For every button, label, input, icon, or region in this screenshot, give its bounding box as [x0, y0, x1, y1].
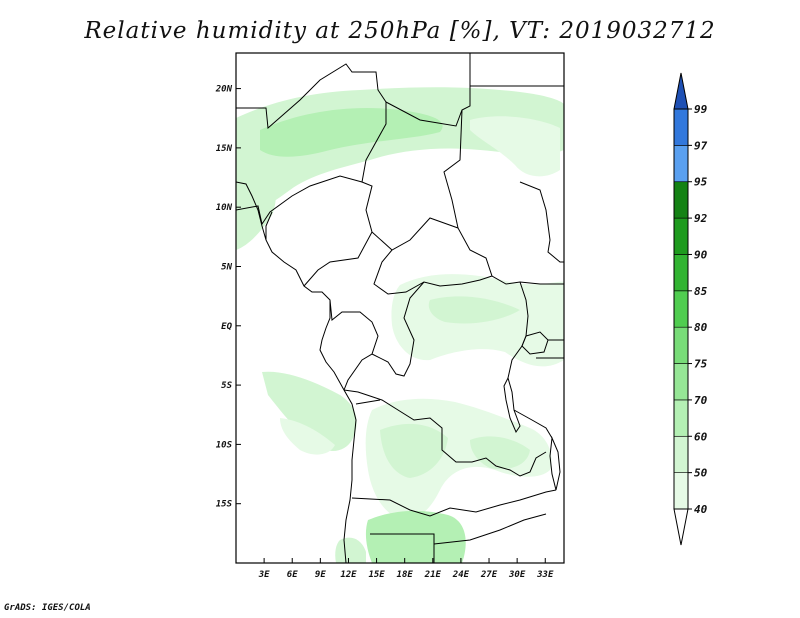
humidity-area-central-core [428, 296, 520, 324]
colorbar-bin [673, 472, 689, 510]
colorbar-bin [673, 326, 689, 364]
colorbar-level-label: 99 [694, 103, 708, 116]
colorbar-outline [673, 108, 689, 510]
colorbar-bin [673, 108, 689, 146]
lat-tick-label: 5S [221, 381, 232, 391]
colorbar-level-label: 85 [694, 285, 708, 298]
colorbar-bin [673, 363, 689, 401]
colorbar-bin-lowest [673, 508, 689, 546]
humidity-area-southeast [470, 436, 530, 470]
border-east-horn [519, 181, 564, 263]
colorbar-level-label: 60 [694, 430, 708, 443]
colorbar-level-label: 97 [694, 139, 708, 152]
grads-credit: GrADS: IGES/COLA [4, 603, 91, 613]
humidity-area-far-south [365, 510, 466, 563]
colorbar-level-label: 75 [694, 358, 708, 371]
border-central-3 [373, 249, 493, 295]
colorbar-level-label: 90 [694, 248, 708, 261]
humidity-area-south-tail [335, 537, 366, 563]
lat-tick-label: 10N [216, 203, 233, 213]
coastline-west-africa [236, 181, 357, 563]
lon-tick-label: 6E [287, 570, 298, 580]
colorbar-bin-highest [673, 72, 689, 110]
lon-tick-label: 9E [315, 570, 326, 580]
colorbar-level-label: 70 [694, 394, 708, 407]
colorbar-level-label: 80 [694, 321, 708, 334]
lon-tick-label: 3E [258, 570, 270, 580]
border-central-1 [371, 217, 459, 251]
lon-tick-label: 24E [452, 570, 470, 580]
border-east-1 [507, 281, 529, 379]
border-north-1 [236, 63, 387, 233]
lon-tick-label: 12E [340, 570, 357, 580]
colorbar-level-label: 50 [694, 467, 708, 480]
colorbar: 40 50 60 70 75 80 85 90 92 95 97 99 [673, 72, 708, 546]
lon-tick-label: 30E [508, 570, 526, 580]
country-borders [236, 53, 564, 563]
colorbar-bin [673, 181, 689, 219]
colorbar-bin [673, 399, 689, 437]
lon-tick-label: 18E [397, 570, 414, 580]
border-east-4 [513, 409, 553, 439]
border-sahel-2 [265, 211, 273, 240]
lon-tick-label: 21E [424, 570, 442, 580]
lat-tick-label: 5N [221, 262, 232, 272]
map-title: Relative humidity at 250hPa [%], VT: 201… [84, 18, 716, 44]
border-north-2 [385, 53, 471, 127]
humidity-area-south-core [380, 423, 448, 478]
lat-tick-label: 15S [216, 500, 233, 510]
border-central-4 [329, 299, 379, 391]
colorbar-level-label: 40 [694, 503, 708, 516]
border-central-2 [303, 231, 373, 287]
border-sahel-1 [236, 175, 363, 226]
lon-tick-label: 27E [480, 570, 498, 580]
humidity-area-atlantic-light [280, 418, 335, 455]
colorbar-bin [673, 290, 689, 328]
lat-tick-label: 10S [216, 440, 233, 450]
border-south-2 [351, 489, 557, 517]
lat-tick-label: 15N [216, 144, 233, 154]
lat-tick-label: EQ [221, 322, 232, 332]
humidity-area-east-plume [470, 116, 560, 177]
lon-tick-label: 33E [536, 570, 554, 580]
border-south-1 [355, 399, 381, 405]
map-axes: 3E 6E 9E 12E 15E 18E 21E 24E 27E 30E 33E 20N 15N 10N 5… [215, 85, 554, 580]
lake-tanganyika [503, 376, 521, 434]
border-congo-1 [371, 281, 425, 377]
lon-tick-label: 15E [368, 570, 385, 580]
border-congo-2 [343, 389, 547, 477]
lake-malawi [549, 436, 561, 491]
humidity-area-north-core [260, 108, 443, 157]
colorbar-bin [673, 435, 689, 473]
border-north-4 [443, 109, 564, 285]
colorbar-level-label: 92 [694, 212, 708, 225]
map-frame [235, 52, 565, 564]
border-south-4 [433, 513, 547, 545]
humidity-shading [236, 87, 564, 563]
colorbar-level-label: 95 [694, 176, 708, 189]
colorbar-bin [673, 217, 689, 255]
lat-tick-label: 20N [215, 85, 233, 95]
colorbar-bin [673, 254, 689, 292]
border-south-3 [370, 533, 435, 563]
colorbar-bin [673, 145, 689, 183]
humidity-area-atlantic [262, 371, 357, 452]
